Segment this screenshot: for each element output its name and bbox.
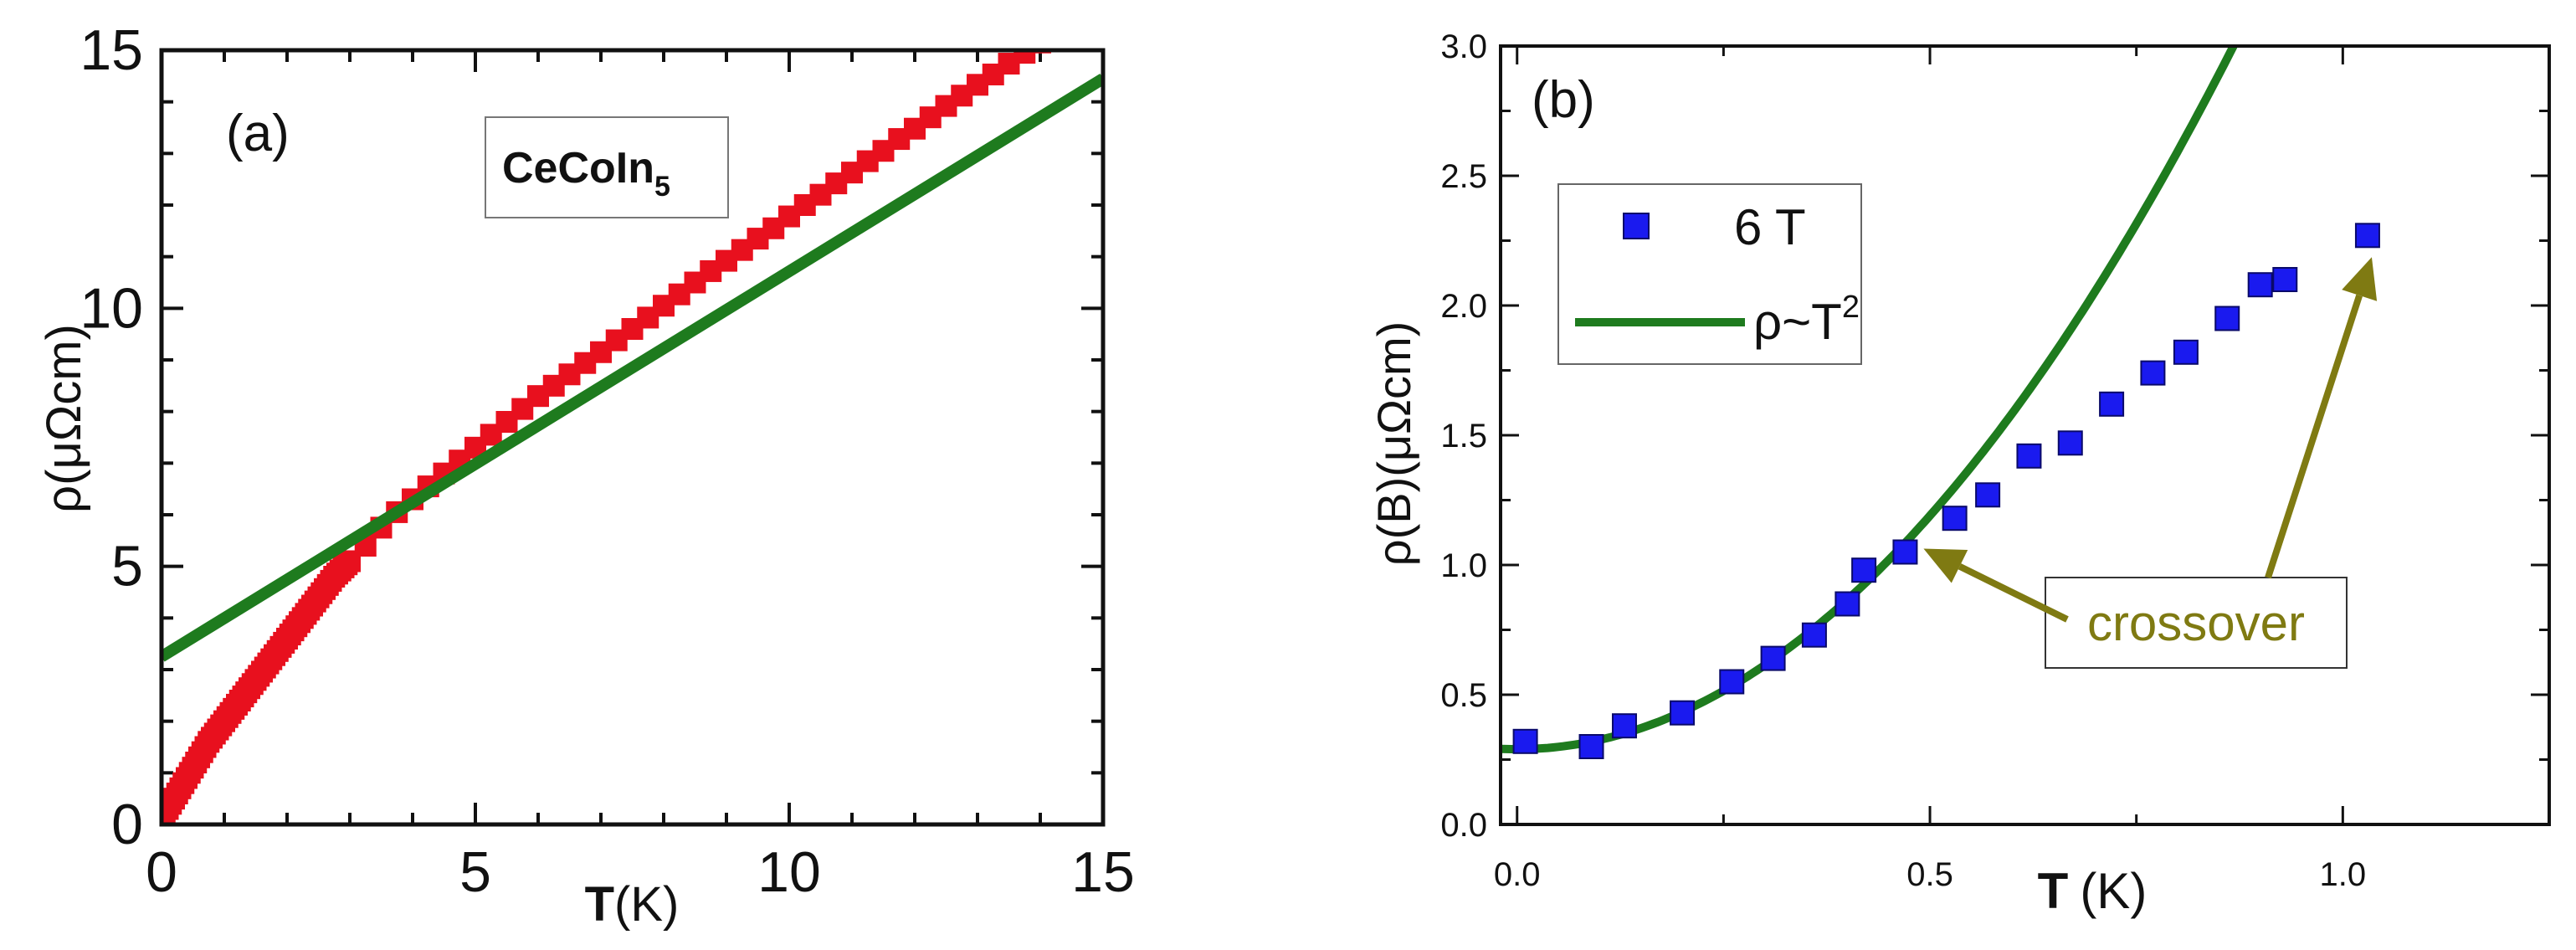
arrow-to-high-t-point-head: [2342, 257, 2378, 301]
data-point: [1045, 21, 1067, 43]
x-axis-title-bold: T: [2038, 863, 2069, 919]
panel-b: 0.0 0.5 1.0 0.0 0.5 1.0 1.5 2.0 2.5 3.0 T (K) ρ(B)(μ…: [1368, 28, 2551, 919]
data-point: [1061, 10, 1083, 32]
sample-label-box: [485, 116, 729, 218]
x-tick-label: 1.0: [2320, 856, 2367, 893]
data-point: [2272, 267, 2298, 292]
data-point: [1835, 591, 1860, 617]
legend-label-fit-base: ρ~T: [1753, 294, 1842, 350]
x-tick-label: 10: [757, 840, 821, 904]
panel-b-plot-area: [1501, 46, 2380, 759]
legend-marker: [1623, 213, 1650, 239]
arrow-to-crossover-point-shaft: [1958, 563, 2069, 623]
data-point: [1076, 0, 1098, 22]
y-tick-label: 2.0: [1440, 288, 1487, 325]
data-point: [1975, 482, 2001, 508]
y-tick-label: 5: [111, 535, 143, 598]
crossover-annotation: crossover: [1923, 257, 2378, 669]
data-point: [2247, 272, 2273, 298]
arrow-to-high-t-point-shaft: [2265, 294, 2363, 579]
y-tick-label: 3.0: [1440, 28, 1487, 65]
x-axis-title: T(K): [2038, 863, 2148, 919]
crossover-text: crossover: [2087, 595, 2305, 651]
panel-a-plot-area: [162, 0, 1114, 824]
x-tick-label: 0.5: [1906, 856, 1953, 893]
panel-a-frame: [159, 48, 1106, 827]
data-point: [1092, 0, 1114, 11]
data-point: [1013, 50, 1036, 64]
data-point: [2057, 430, 2083, 456]
sample-label-base: CeCoIn: [502, 144, 654, 193]
data-point: [2173, 339, 2199, 365]
y-tick-label: 0: [111, 793, 143, 856]
panel-b-label: (b): [1532, 71, 1595, 129]
x-axis-title: T(K): [585, 877, 680, 932]
data-point: [1760, 645, 1786, 671]
data-point: [2214, 306, 2240, 331]
x-axis-title-rest: (K): [2080, 863, 2147, 919]
x-tick-label: 15: [1071, 840, 1135, 904]
arrow-to-crossover-point-head: [1923, 548, 1968, 583]
data-point: [2016, 443, 2042, 469]
panel-a-label: (a): [226, 105, 290, 162]
data-point: [1719, 669, 1745, 695]
y-tick-label: 1.5: [1440, 418, 1487, 454]
data-point: [1611, 713, 1637, 739]
data-point: [1578, 734, 1604, 759]
y-tick-label: 2.5: [1440, 158, 1487, 195]
y-axis-title: ρ(μΩcm): [37, 324, 91, 513]
data-point: [1801, 622, 1827, 648]
legend-label-fit: ρ~T2: [1753, 290, 1860, 350]
fit-line: [162, 73, 1103, 662]
data-point: [2140, 360, 2166, 386]
x-axis-title-bold: T: [585, 877, 614, 932]
x-tick-label: 0.0: [1494, 856, 1541, 893]
legend: 6 T ρ~T2: [1557, 183, 1862, 365]
data-point: [1942, 506, 1968, 531]
y-tick-label: 10: [80, 276, 143, 340]
data-point: [2099, 391, 2125, 417]
legend-label-fit-sup: 2: [1842, 290, 1860, 325]
x-tick-label: 5: [459, 840, 491, 904]
y-axis-title: ρ(B)(μΩcm): [1368, 321, 1420, 567]
sample-label: CeCoIn5: [502, 144, 670, 203]
y-tick-label: 1.0: [1440, 547, 1487, 584]
x-tick-label: 0: [146, 840, 177, 904]
crossover-box: [2045, 577, 2348, 669]
y-tick-label: 0.5: [1440, 677, 1487, 714]
data-point: [1670, 700, 1696, 726]
x-axis-title-rest: (K): [614, 877, 679, 932]
fit-curve: [1501, 46, 2239, 754]
legend-label-6t: 6 T: [1734, 199, 1806, 255]
data-point: [1851, 557, 1877, 583]
legend-box: [1557, 183, 1862, 365]
y-tick-label: 0.0: [1440, 807, 1487, 844]
data-point: [2354, 223, 2380, 249]
panel-b-frame: [1499, 44, 2551, 826]
text-layer: (a) (b): [226, 71, 1595, 162]
data-point: [1892, 539, 1918, 565]
y-tick-label: 15: [80, 18, 143, 82]
sample-label-subscript: 5: [654, 171, 670, 203]
data-point: [1512, 728, 1538, 754]
